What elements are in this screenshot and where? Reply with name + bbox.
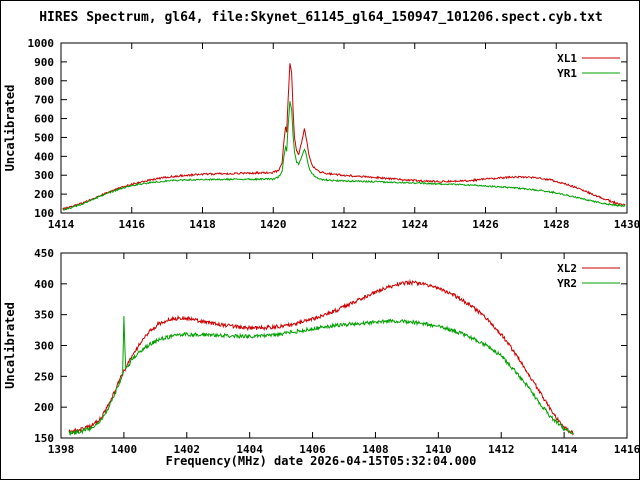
y-tick-label: 450: [34, 247, 54, 260]
y-axis-label: Uncalibrated: [3, 302, 17, 389]
x-tick-label: 1414: [551, 443, 578, 456]
y-tick-label: 300: [34, 340, 54, 353]
y-tick-label: 400: [34, 278, 54, 291]
y-tick-label: 350: [34, 309, 54, 322]
x-tick-label: 1412: [488, 443, 515, 456]
x-tick-label: 1404: [236, 443, 263, 456]
x-tick-label: 1402: [174, 443, 201, 456]
y-tick-label: 150: [34, 432, 54, 445]
legend-label-YR1: YR1: [557, 67, 577, 80]
plot-panel-2: 1398 1400 1402 1404 1406 1408 1410 1412 1414 1416…: [3, 247, 640, 456]
x-tick-label: 1416: [119, 218, 146, 231]
x-tick-label: 1420: [260, 218, 287, 231]
x-tick-label: 1430: [614, 218, 640, 231]
y-axis-label: Uncalibrated: [3, 85, 17, 172]
y-tick-label: 800: [34, 75, 54, 88]
x-tick-label: 1422: [331, 218, 358, 231]
y-tick-label: 250: [34, 370, 54, 383]
y-tick-label: 300: [34, 169, 54, 182]
x-tick-label: 1398: [48, 443, 75, 456]
x-tick-label: 1424: [402, 218, 429, 231]
plot-border: [60, 42, 628, 214]
x-tick-label: 1428: [543, 218, 570, 231]
x-tick-label: 1410: [425, 443, 452, 456]
legend-label-YR2: YR2: [557, 277, 577, 290]
plot-panel-1: 1414 1416 1418 1420 1422 1424 1426 1428 1430 100 2…: [3, 37, 640, 231]
legend-label-XL2: XL2: [557, 262, 577, 275]
x-tick-label: 1418: [189, 218, 216, 231]
x-tick-label: 1426: [472, 218, 499, 231]
y-tick-label: 100: [34, 207, 54, 220]
chart-title: HIRES Spectrum, gl64, file:Skynet_61145_…: [39, 10, 603, 25]
series-line-YR2: [68, 316, 574, 436]
x-tick-label: 1406: [299, 443, 326, 456]
y-tick-label: 1000: [28, 37, 55, 50]
x-axis-label: Frequency(MHz) date 2026-04-15T05:32:04.…: [165, 454, 477, 468]
series-line-XL1: [62, 63, 626, 211]
y-tick-label: 700: [34, 94, 54, 107]
x-tick-label: 1414: [48, 218, 75, 231]
legend-label-XL1: XL1: [557, 52, 577, 65]
y-tick-label: 200: [34, 401, 54, 414]
series-line-YR1: [62, 101, 626, 211]
y-tick-label: 200: [34, 188, 54, 201]
y-tick-label: 500: [34, 131, 54, 144]
x-tick-label: 1416: [614, 443, 640, 456]
y-tick-label: 600: [34, 113, 54, 126]
series-line-XL2: [68, 278, 574, 436]
y-tick-label: 900: [34, 56, 54, 69]
x-tick-label: 1408: [362, 443, 389, 456]
y-tick-label: 400: [34, 150, 54, 163]
x-tick-label: 1400: [111, 443, 138, 456]
